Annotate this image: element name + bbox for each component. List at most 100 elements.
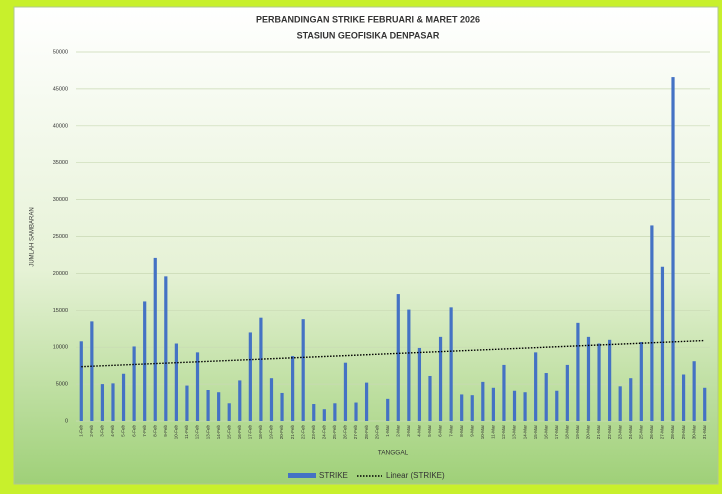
bar [629, 378, 633, 421]
x-tick-label: 26-Mar [649, 425, 654, 440]
x-tick-label: 25-Mar [639, 425, 644, 440]
x-tick-label: 6-Feb [131, 425, 136, 437]
y-tick-label: 0 [65, 418, 68, 424]
x-tick-label: 9-Feb [163, 425, 168, 437]
x-tick-label: 10-Mar [480, 425, 485, 440]
y-tick-label: 35000 [53, 160, 68, 166]
x-tick-label: 10-Feb [174, 425, 179, 440]
x-tick-label: 27-Mar [660, 425, 665, 440]
legend-label: STRIKE [319, 471, 348, 480]
x-tick-label: 29-Feb [374, 425, 379, 440]
y-tick-label: 20000 [53, 271, 68, 277]
bar [174, 343, 178, 421]
bar [132, 346, 136, 421]
bar [703, 387, 707, 421]
bar [79, 341, 83, 421]
x-tick-label: 18-Feb [258, 425, 263, 440]
x-tick-label: 29-Mar [681, 425, 686, 440]
bar [227, 403, 231, 421]
bar [217, 392, 221, 421]
x-tick-label: 5-Mar [427, 425, 432, 437]
bar [333, 403, 337, 421]
x-tick-label: 1-Feb [78, 425, 83, 437]
x-tick-label: 23-Feb [311, 425, 316, 440]
bar [565, 364, 569, 421]
bar [301, 319, 305, 421]
bar [111, 383, 115, 421]
x-tick-label: 22-Feb [300, 425, 305, 440]
x-tick-label: 16-Mar [543, 425, 548, 440]
bar [544, 373, 548, 421]
bar [164, 276, 168, 421]
x-tick-label: 19-Feb [269, 425, 274, 440]
x-tick-label: 26-Feb [343, 425, 348, 440]
bar [438, 336, 443, 421]
x-tick-label: 17-Feb [248, 425, 253, 440]
bar [206, 390, 210, 421]
bar [121, 373, 126, 421]
x-tick-label: 13-Mar [512, 425, 517, 440]
bar [660, 266, 665, 421]
x-tick-label: 31-Mar [702, 425, 707, 440]
x-tick-label: 28-Mar [670, 425, 675, 440]
x-tick-label: 23-Mar [617, 425, 622, 440]
bar [269, 378, 274, 421]
bar [428, 375, 432, 421]
x-tick-label: 25-Feb [332, 425, 337, 440]
x-tick-label: 19-Mar [575, 425, 580, 440]
x-tick-label: 4-Mar [417, 425, 422, 437]
x-tick-label: 30-Mar [691, 425, 696, 440]
x-tick-label: 14-Feb [216, 425, 221, 440]
x-tick-label: 3-Feb [100, 425, 105, 437]
bar [364, 382, 369, 421]
x-tick-label: 4-Feb [110, 425, 115, 437]
bar [671, 77, 675, 421]
x-tick-label: 13-Feb [205, 425, 210, 440]
y-tick-label: 40000 [53, 123, 68, 129]
y-tick-label: 30000 [53, 197, 68, 203]
bar [534, 352, 538, 421]
bar [143, 301, 147, 421]
x-tick-label: 18-Mar [565, 425, 570, 440]
bar [343, 362, 348, 421]
x-tick-label: 17-Mar [554, 425, 559, 440]
bar [417, 347, 422, 421]
x-tick-label: 8-Mar [459, 425, 464, 437]
x-tick-label: 9-Mar [469, 425, 474, 437]
x-tick-label: 8-Feb [152, 425, 157, 437]
x-tick-label: 21-Feb [290, 425, 295, 440]
bar [291, 356, 295, 421]
bar [586, 336, 591, 421]
x-tick-label: 20-Mar [586, 425, 591, 440]
x-tick-label: 24-Mar [628, 425, 633, 440]
bar [608, 339, 612, 421]
bar [597, 343, 601, 421]
bar [90, 321, 94, 421]
bar [153, 257, 157, 421]
x-tick-label: 20-Feb [279, 425, 284, 440]
y-axis-label: JUMLAH SAMBARAN [30, 207, 36, 266]
bar [185, 385, 189, 421]
x-tick-label: 21-Mar [596, 425, 601, 440]
x-tick-label: 11-Feb [184, 425, 189, 439]
bar [460, 394, 464, 421]
bar [502, 364, 506, 421]
x-axis-label: TANGGAL [378, 450, 409, 457]
bar [449, 307, 453, 421]
y-tick-label: 45000 [53, 86, 68, 92]
y-tick-label: 10000 [53, 345, 68, 351]
chart-subtitle: STASIUN GEOFISIKA DENPASAR [297, 30, 440, 40]
x-tick-label: 14-Mar [522, 425, 527, 440]
bar [491, 387, 495, 421]
x-tick-label: 12-Mar [501, 425, 506, 440]
x-tick-label: 2-Mar [395, 425, 400, 437]
legend-label: Linear (STRIKE) [386, 471, 445, 480]
bar [259, 317, 263, 421]
bar [407, 309, 411, 421]
x-tick-label: 27-Feb [353, 425, 358, 440]
x-tick-label: 7-Feb [142, 425, 147, 437]
bar [354, 402, 358, 421]
bar [481, 381, 485, 421]
bar [512, 390, 517, 421]
y-tick-label: 5000 [56, 382, 68, 388]
